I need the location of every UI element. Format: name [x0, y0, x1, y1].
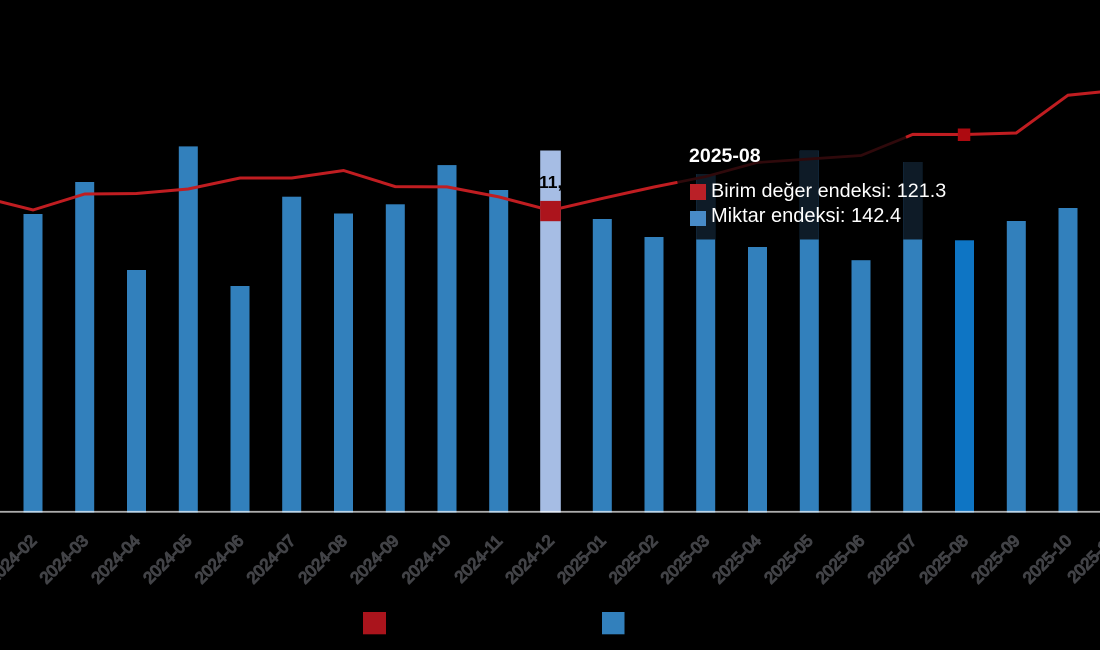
svg-text:2025-04: 2025-04	[709, 532, 765, 588]
svg-text:2025-02: 2025-02	[606, 532, 662, 588]
svg-text:2024-08: 2024-08	[295, 532, 351, 588]
svg-text:2024-09: 2024-09	[347, 532, 403, 588]
svg-text:2025-05: 2025-05	[761, 532, 817, 588]
svg-text:2025-09: 2025-09	[968, 532, 1024, 588]
svg-text:2024-10: 2024-10	[399, 532, 455, 588]
svg-text:2025-06: 2025-06	[813, 532, 869, 588]
svg-text:2025-08: 2025-08	[916, 532, 972, 588]
svg-text:2024-07: 2024-07	[243, 532, 299, 588]
svg-text:2025-10: 2025-10	[1020, 532, 1076, 588]
svg-text:2024-11: 2024-11	[451, 532, 506, 587]
svg-text:2024-06: 2024-06	[192, 532, 248, 588]
svg-text:2025-07: 2025-07	[864, 532, 920, 588]
svg-text:2024-03: 2024-03	[36, 532, 92, 588]
svg-text:2025-01: 2025-01	[554, 532, 610, 588]
svg-text:2024-05: 2024-05	[140, 532, 196, 588]
svg-text:2025-03: 2025-03	[657, 532, 713, 588]
svg-text:2024-02: 2024-02	[0, 532, 40, 588]
svg-text:2024-04: 2024-04	[88, 532, 144, 588]
svg-text:2024-12: 2024-12	[502, 532, 558, 588]
